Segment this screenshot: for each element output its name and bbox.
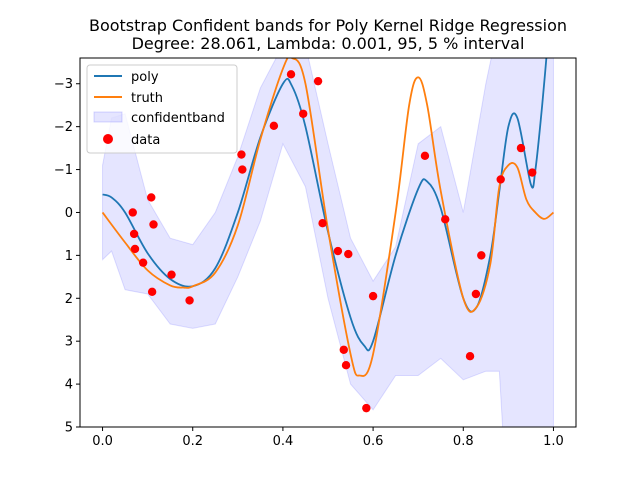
y-axis: −3 −2 −1 0 1 2 3 4 5 [54,77,80,436]
data-point [313,76,323,86]
legend-poly-label: poly [131,70,159,85]
y-tick-label: 1 [65,249,73,264]
data-point [185,296,194,305]
data-point [318,218,327,228]
axes-frame [79,57,577,428]
data-point [368,291,378,301]
data-point [516,143,526,153]
y-tick-label: 4 [65,378,73,393]
y-tick-label: −1 [54,163,73,178]
data-point [528,168,537,177]
legend-data-swatch [103,134,113,144]
y-tick-label: 5 [65,421,73,436]
y-tick-label: −3 [54,77,73,92]
x-tick-label: 0.2 [182,434,203,449]
data-point [333,246,343,256]
data-point [237,150,246,159]
legend-box [86,64,238,154]
data-point [138,258,148,267]
data-point [299,109,308,118]
legend-truth-label: truth [131,91,163,106]
x-axis: 0.0 0.2 0.4 0.6 0.8 1.0 [92,427,564,449]
data-point [147,193,156,202]
data-point [149,220,158,229]
data-point [339,345,348,354]
y-tick-label: 0 [65,206,73,221]
series-line-truth [101,58,555,377]
legend-band-label: confidentband [131,111,225,126]
legend: poly truth confidentband data [86,64,238,154]
confidence-band [102,58,554,427]
data-point [128,208,137,217]
data-point [441,215,450,224]
plot-area [101,58,555,427]
data-point [286,70,296,79]
data-point [130,244,140,254]
data-point [129,229,139,239]
data-point [238,165,247,174]
y-tick-label: −2 [54,120,73,135]
x-tick-label: 1.0 [543,434,564,449]
chart-title-line-1: Bootstrap Confident bands for Poly Kerne… [89,16,567,35]
data-point [344,249,353,259]
data-point [167,270,176,279]
data-point [269,121,279,130]
x-tick-label: 0.0 [92,434,113,449]
x-tick-label: 0.8 [453,434,474,449]
data-point [420,151,430,161]
x-tick-label: 0.6 [363,434,384,449]
data-point [362,403,371,413]
y-tick-label: 2 [65,292,73,307]
legend-data-label: data [131,133,160,148]
chart-title-line-2: Degree: 28.061, Lambda: 0.001, 95, 5 % i… [132,34,525,53]
data-point [465,352,475,361]
legend-band-swatch [93,111,123,123]
data-point [496,175,505,184]
x-tick-label: 0.4 [273,434,294,449]
data-point [471,289,481,299]
data-point [477,251,486,260]
data-point [341,361,351,370]
y-tick-label: 3 [65,335,73,350]
data-point [147,287,157,297]
